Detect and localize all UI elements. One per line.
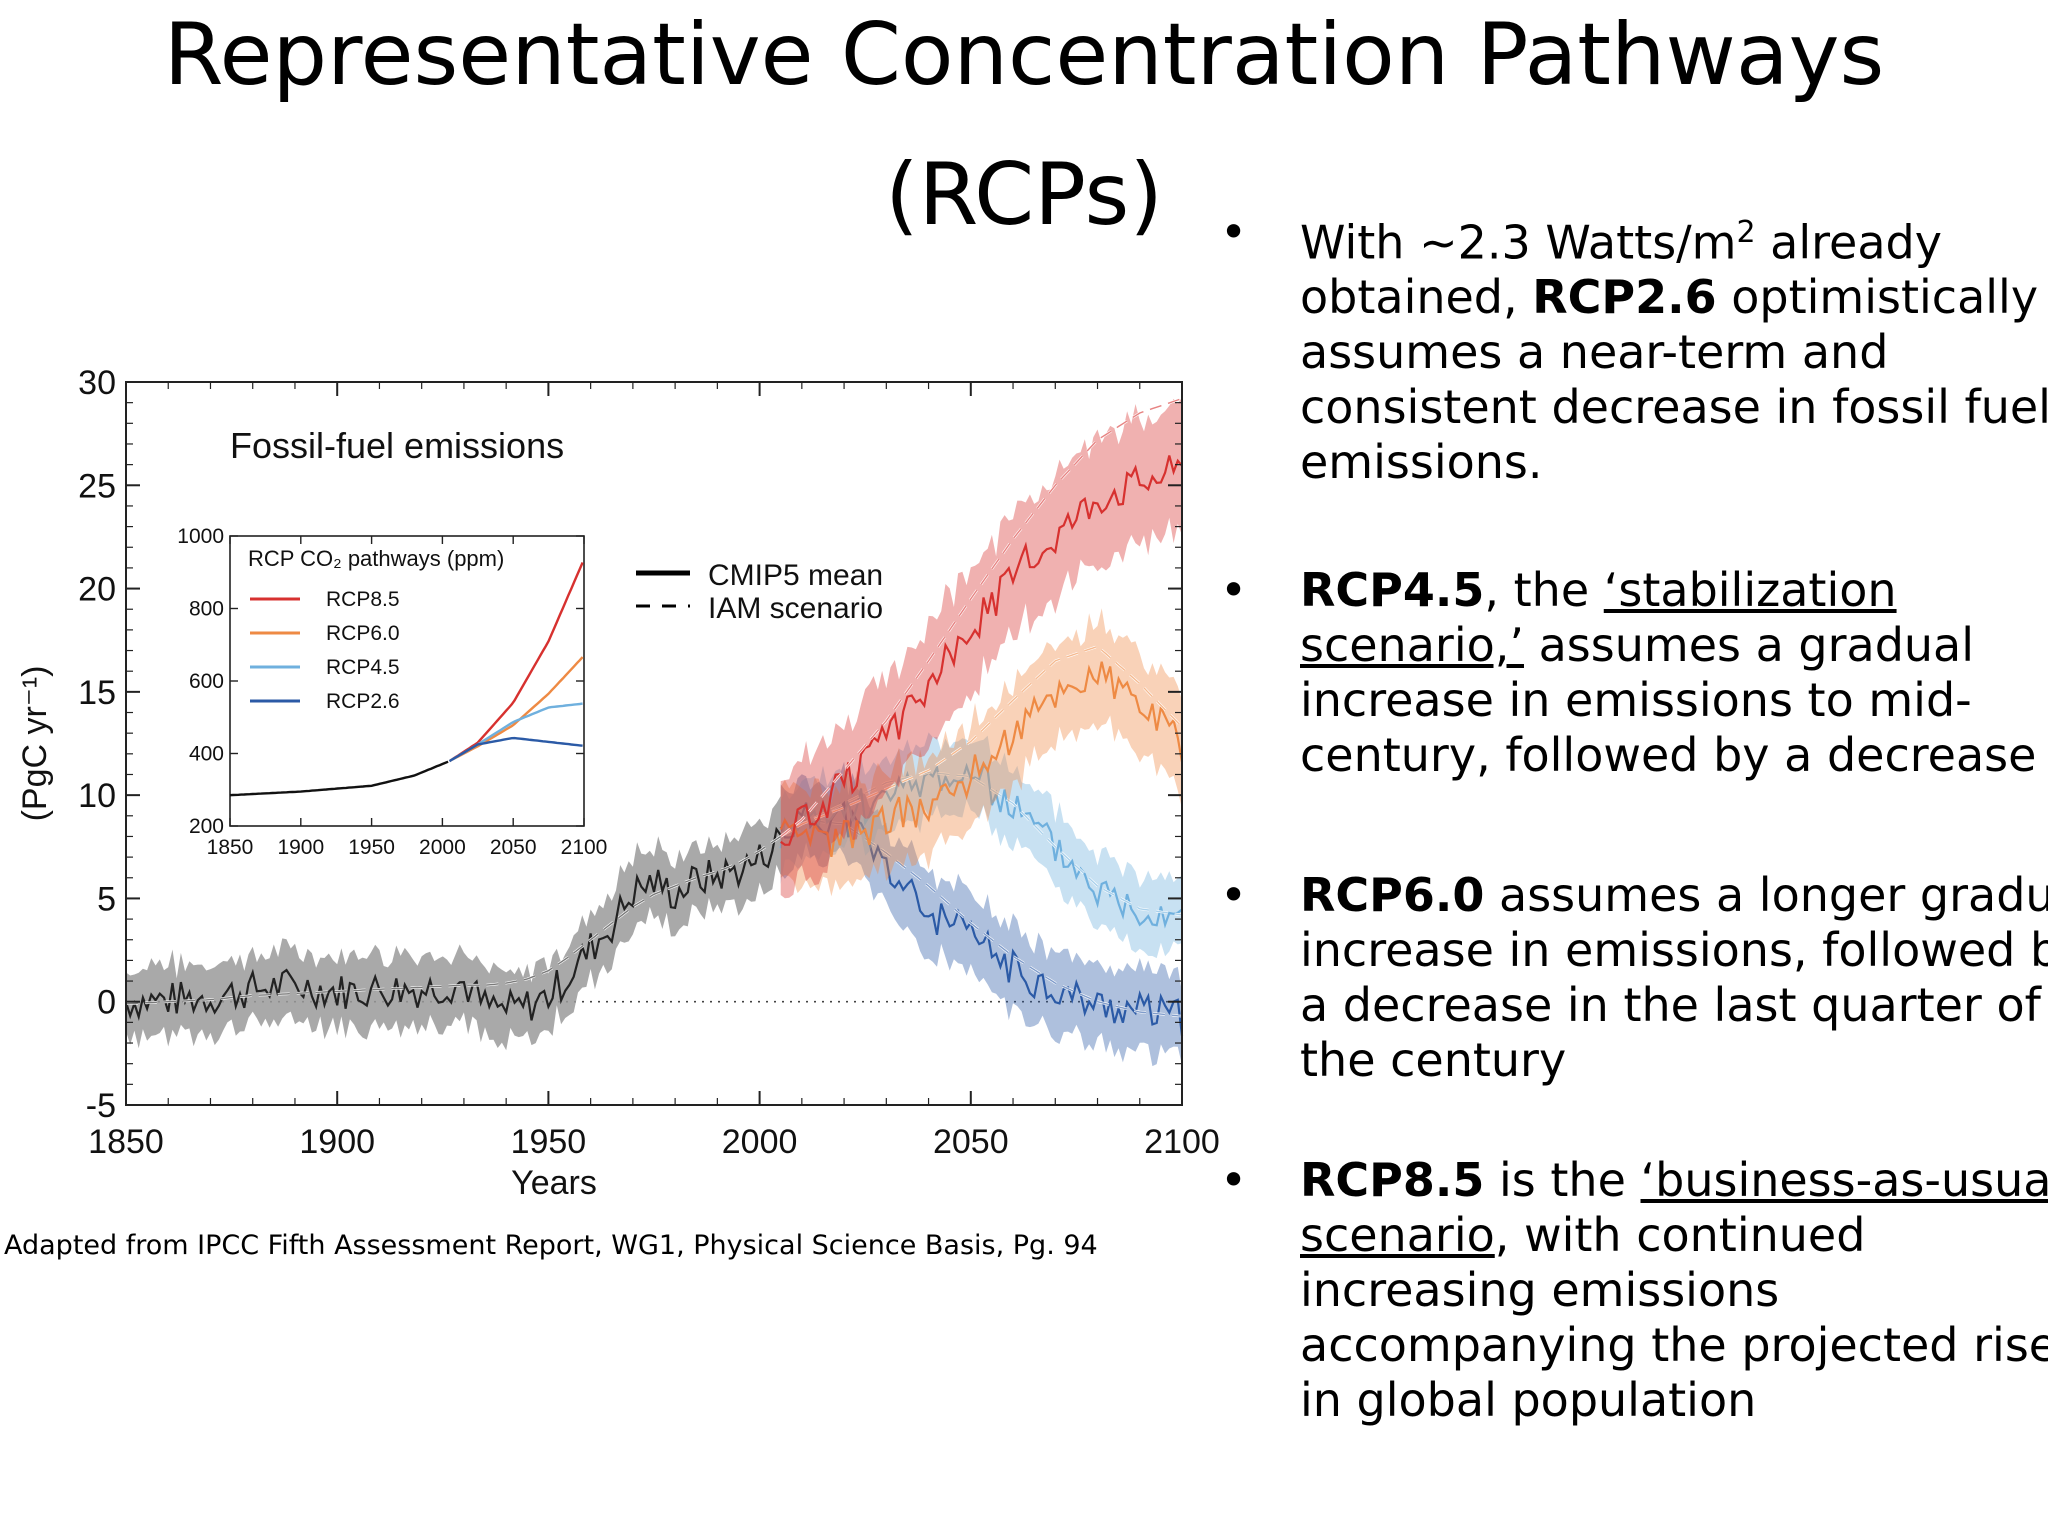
y-tick-label: 20 — [78, 571, 116, 609]
legend-dashed-label: IAM scenario — [708, 592, 883, 625]
emissions-chart: -5 0 5 10 15 20 25 30 1850 1900 1950 2000 2050 2100 Ye… — [16, 364, 1220, 1202]
bullet-dot: • — [1220, 1153, 1248, 1207]
rcp60-mean-line — [779, 661, 1184, 857]
inset-legend-label: RCP2.6 — [326, 690, 400, 713]
x-tick-label: 2100 — [1144, 1123, 1220, 1161]
slide-title-line2: (RCPs) — [885, 145, 1163, 245]
y-tick-label: 30 — [78, 364, 116, 402]
historical-mean-line — [124, 826, 782, 1022]
slide-title-line1: Representative Concentration Pathways — [163, 5, 1885, 105]
rcp45-band — [780, 732, 1182, 959]
y-tick-label: 15 — [78, 674, 116, 712]
bullet-text: With ~2.3 Watts/m — [1300, 215, 1737, 270]
bullet-keyword: RCP4.5 — [1300, 563, 1485, 617]
rcp26-band — [780, 761, 1182, 1067]
bullet-text: , with continued increasing emissions ac… — [1300, 1208, 2048, 1427]
inset-x-tick-label: 1850 — [207, 836, 254, 859]
rcp45-iam-line-overlay — [780, 771, 1183, 916]
x-tick-label: 1950 — [511, 1123, 587, 1161]
x-tick-label: 2050 — [933, 1123, 1009, 1161]
historical-band — [126, 796, 781, 1051]
bullet-text: already obtained, — [1300, 215, 1942, 325]
bullet-underlined: ‘business-as-usual’ scenario — [1300, 1153, 2048, 1262]
x-tick-label: 2000 — [722, 1123, 798, 1161]
inset-y-tick-label: 400 — [189, 743, 224, 766]
inset-x-tick-label: 2050 — [490, 836, 537, 859]
y-tick-label: 10 — [78, 777, 116, 815]
x-tick-label: 1900 — [299, 1123, 375, 1161]
inset-legend-label: RCP8.5 — [326, 588, 400, 611]
bullet-dot: • — [1220, 205, 1248, 259]
inset-legend-label: RCP4.5 — [326, 656, 400, 679]
bullet-text: assumes a longer gradual increase in emi… — [1300, 868, 2048, 1087]
bullet-keyword: RCP8.5 — [1300, 1153, 1485, 1207]
historical-iam-line-overlay — [125, 835, 782, 1005]
bullet-dot: • — [1220, 563, 1248, 617]
inset-y-tick-label: 1000 — [177, 525, 224, 548]
inset-x-tick-label: 2100 — [561, 836, 608, 859]
bullet-keyword: RCP6.0 — [1300, 868, 1485, 922]
figure-caption: Adapted from IPCC Fifth Assessment Repor… — [4, 1230, 1098, 1261]
inset-historical-line — [229, 760, 449, 797]
bullet-superscript: 2 — [1736, 215, 1756, 250]
x-tick-label: 1850 — [88, 1123, 164, 1161]
inset-x-tick-label: 1950 — [348, 836, 395, 859]
inset-y-tick-label: 600 — [189, 670, 224, 693]
bullet-dot: • — [1220, 868, 1248, 922]
legend-solid-label: CMIP5 mean — [708, 559, 883, 592]
inset-y-tick-label: 800 — [189, 598, 224, 621]
y-tick-label: 25 — [78, 467, 116, 505]
rcp60-iam-line-overlay — [780, 645, 1183, 838]
bullet-text: assumes a gradual increase in emissions … — [1300, 618, 2037, 782]
inset-title: RCP CO₂ pathways (ppm) — [248, 546, 504, 571]
bullet-text: optimistically assumes a near-term and c… — [1300, 270, 2048, 490]
rcp85-band — [780, 397, 1182, 899]
y-tick-label: 0 — [97, 984, 116, 1022]
inset-legend-label: RCP6.0 — [326, 622, 400, 645]
inset-plot: 200 400 600 800 1000 1850 1900 1950 2000 2050 2100… — [177, 525, 607, 859]
inset-rcp85-line — [448, 562, 584, 763]
inset-frame — [229, 535, 585, 827]
bullet-underlined: ‘stabilization scenario,’ — [1300, 563, 1897, 672]
inset-y-tick-label: 200 — [189, 815, 224, 838]
rcp26-mean-line — [779, 800, 1184, 1036]
y-tick-label: 5 — [97, 880, 116, 918]
inset-rcp26-line — [448, 736, 583, 763]
bullet-keyword: RCP2.6 — [1532, 270, 1717, 325]
chart-title: Fossil-fuel emissions — [230, 425, 564, 466]
x-axis-label: Years — [511, 1164, 597, 1202]
inset-rcp60-line — [448, 656, 584, 763]
main-plot: -5 0 5 10 15 20 25 30 1850 1900 1950 2000 2050 2100 Ye… — [16, 364, 1220, 1202]
rcp60-band — [780, 608, 1182, 897]
bullet-text: is the — [1484, 1153, 1641, 1207]
rcp45-mean-line — [779, 762, 1183, 929]
y-tick-label: -5 — [86, 1087, 116, 1125]
plot-frame — [125, 381, 1183, 1106]
rcp85-iam-line-overlay — [780, 397, 1183, 838]
inset-x-tick-label: 2000 — [419, 836, 466, 859]
bullet-text: , the — [1484, 563, 1604, 617]
y-axis-label: (PgC yr⁻¹) — [16, 666, 54, 822]
inset-x-tick-label: 1900 — [277, 836, 324, 859]
